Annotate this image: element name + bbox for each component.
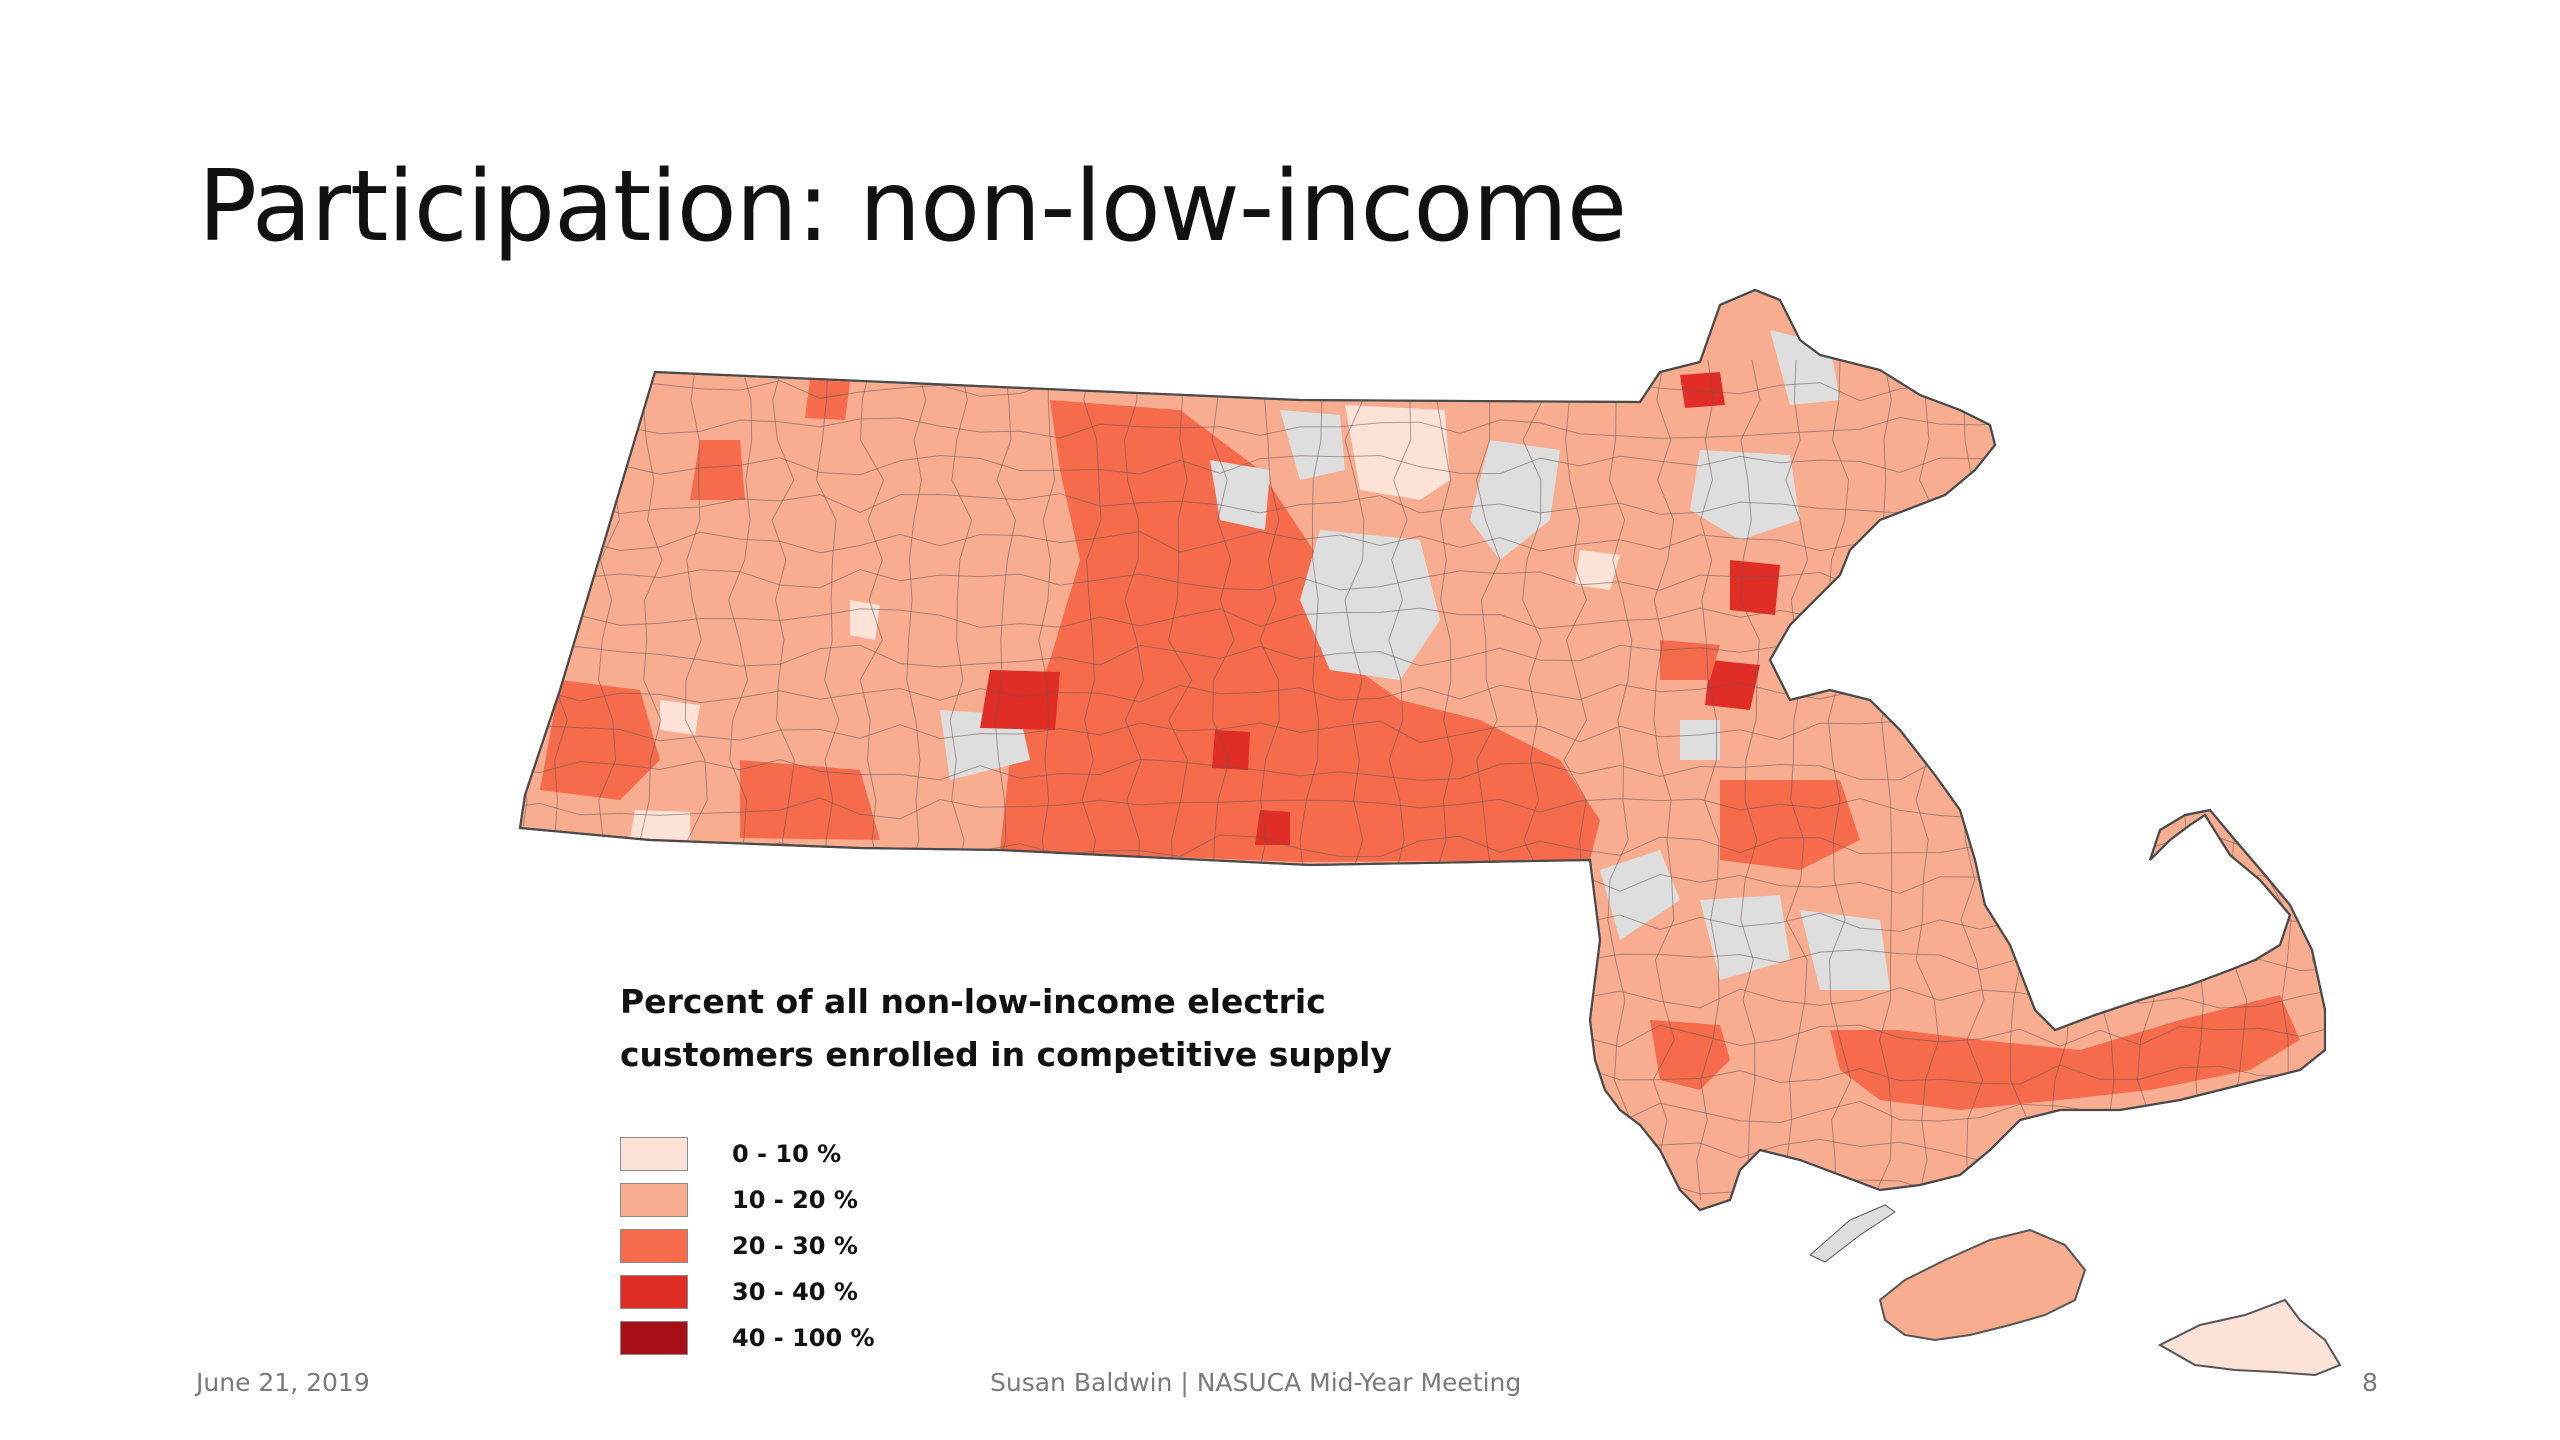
map-region [1600, 850, 1680, 940]
footer-presenter-event: Susan Baldwin | NASUCA Mid-Year Meeting [990, 1368, 1522, 1397]
town-boundary [1739, 359, 1761, 1201]
legend-title-line-1: Percent of all non-low-income electric [620, 982, 1326, 1021]
map-region [1680, 720, 1720, 760]
islands [1809, 1204, 2342, 1377]
town-boundary [1607, 359, 1633, 1201]
map-region [1210, 460, 1270, 530]
map-region [1800, 910, 1890, 990]
town-boundary [2311, 359, 2325, 1201]
town-boundary [1915, 359, 1940, 1201]
town-boundary [520, 872, 2325, 895]
map-region [805, 380, 850, 420]
marthas-vineyard [1878, 1228, 2087, 1342]
map-region [1700, 895, 1790, 980]
legend-title: Percent of all non-low-income electric c… [620, 975, 1392, 1081]
legend-swatch [620, 1275, 688, 1309]
map-region [1830, 995, 2300, 1110]
legend-swatch [620, 1183, 688, 1217]
legend-title-line-2: customers enrolled in competitive supply [620, 1035, 1392, 1074]
town-boundary [520, 948, 2325, 972]
town-boundary [520, 359, 532, 1201]
slide-title: Participation: non-low-income [198, 150, 1627, 264]
map-region [1255, 810, 1290, 845]
legend-item: 30 - 40 % [620, 1269, 1392, 1315]
town-boundary [1872, 359, 1893, 1201]
map-region [1345, 405, 1450, 500]
town-boundary [520, 910, 2325, 933]
legend-items: 0 - 10 % 10 - 20 % 20 - 30 % 30 - 40 % 40 - … [620, 1131, 1392, 1361]
legend-item: 20 - 30 % [620, 1223, 1392, 1269]
legend-item: 40 - 100 % [620, 1315, 1392, 1361]
town-boundary [1784, 359, 1809, 1201]
elizabeth-islands [1809, 1204, 1896, 1263]
legend-label: 20 - 30 % [732, 1232, 858, 1260]
legend-item: 10 - 20 % [620, 1177, 1392, 1223]
map-region [660, 700, 700, 735]
map-region [740, 760, 880, 840]
legend-swatch [620, 1321, 688, 1355]
map-region [1575, 550, 1620, 590]
map-region [980, 670, 1060, 730]
town-boundary [1696, 359, 1720, 1201]
legend-label: 0 - 10 % [732, 1140, 842, 1168]
map-region [1730, 560, 1780, 615]
town-boundary [1652, 359, 1675, 1201]
footer-page-number: 8 [2362, 1368, 2378, 1397]
footer-date: June 21, 2019 [196, 1368, 370, 1397]
map-region [1660, 640, 1720, 680]
legend-label: 30 - 40 % [732, 1278, 858, 1306]
town-boundary [1827, 359, 1852, 1201]
map-region [1690, 450, 1800, 540]
nantucket [2157, 1298, 2342, 1377]
legend-item: 0 - 10 % [620, 1131, 1392, 1177]
map-region [1212, 730, 1250, 770]
legend-swatch [620, 1137, 688, 1171]
legend-label: 40 - 100 % [732, 1324, 875, 1352]
legend-swatch [620, 1229, 688, 1263]
map-region [1705, 660, 1760, 710]
map-legend: Percent of all non-low-income electric c… [620, 975, 1392, 1361]
map-region [1300, 530, 1440, 680]
map-region [690, 440, 745, 500]
map-region [540, 680, 660, 800]
legend-label: 10 - 20 % [732, 1186, 858, 1214]
